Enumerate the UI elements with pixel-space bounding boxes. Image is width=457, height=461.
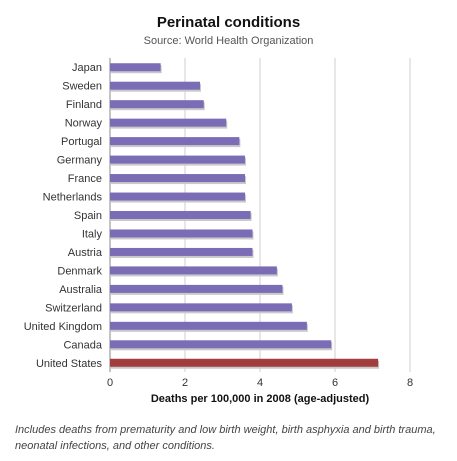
bar-canada <box>110 340 332 349</box>
x-axis-label: Deaths per 100,000 in 2008 (age-adjusted… <box>151 393 370 405</box>
bar-finland <box>110 100 204 109</box>
bar-united-states <box>110 358 379 367</box>
y-tick-label: Norway <box>65 118 103 130</box>
bar-netherlands <box>110 192 245 201</box>
bar-denmark <box>110 266 277 275</box>
y-tick-label: Switzerland <box>45 302 102 314</box>
x-tick-label: 2 <box>182 377 188 389</box>
x-tick-label: 0 <box>107 377 113 389</box>
y-tick-label: France <box>68 173 102 185</box>
bar-united-kingdom <box>110 321 307 330</box>
chart-subtitle: Source: World Health Organization <box>143 35 314 47</box>
chart-title: Perinatal conditions <box>156 14 301 31</box>
bar-spain <box>110 211 251 219</box>
bar-switzerland <box>110 303 292 312</box>
y-tick-label: Germany <box>57 155 103 167</box>
y-tick-label: Sweden <box>62 81 102 93</box>
x-tick-label: 6 <box>332 377 338 389</box>
y-tick-label: United States <box>36 358 103 370</box>
bar-australia <box>110 284 283 293</box>
y-tick-label: Canada <box>63 339 102 351</box>
y-tick-label: Australia <box>59 284 103 296</box>
y-tick-label: Finland <box>66 99 102 111</box>
footnote: Includes deaths from prematurity and low… <box>15 424 436 452</box>
bar-japan <box>110 63 161 72</box>
y-tick-label: Netherlands <box>43 192 103 204</box>
bar-chart: 0 2 4 6 8 Japan Sweden Finland Norway Portugal Ger… <box>24 58 413 405</box>
y-tick-label: Spain <box>74 210 102 222</box>
y-tick-label: Japan <box>72 62 102 74</box>
y-tick-label: Austria <box>68 247 103 259</box>
y-tick-label: Italy <box>82 228 103 240</box>
y-tick-label: United Kingdom <box>24 321 102 333</box>
bar-sweden <box>110 81 200 90</box>
bar-austria <box>110 247 253 256</box>
bar-norway <box>110 118 227 127</box>
y-tick-label: Portugal <box>61 136 102 148</box>
bar-france <box>110 174 245 183</box>
bar-portugal <box>110 137 240 146</box>
x-tick-label: 8 <box>407 377 413 389</box>
x-tick-label: 4 <box>257 377 263 389</box>
y-tick-label: Denmark <box>57 265 102 277</box>
bar-germany <box>110 155 245 164</box>
bar-italy <box>110 229 253 238</box>
